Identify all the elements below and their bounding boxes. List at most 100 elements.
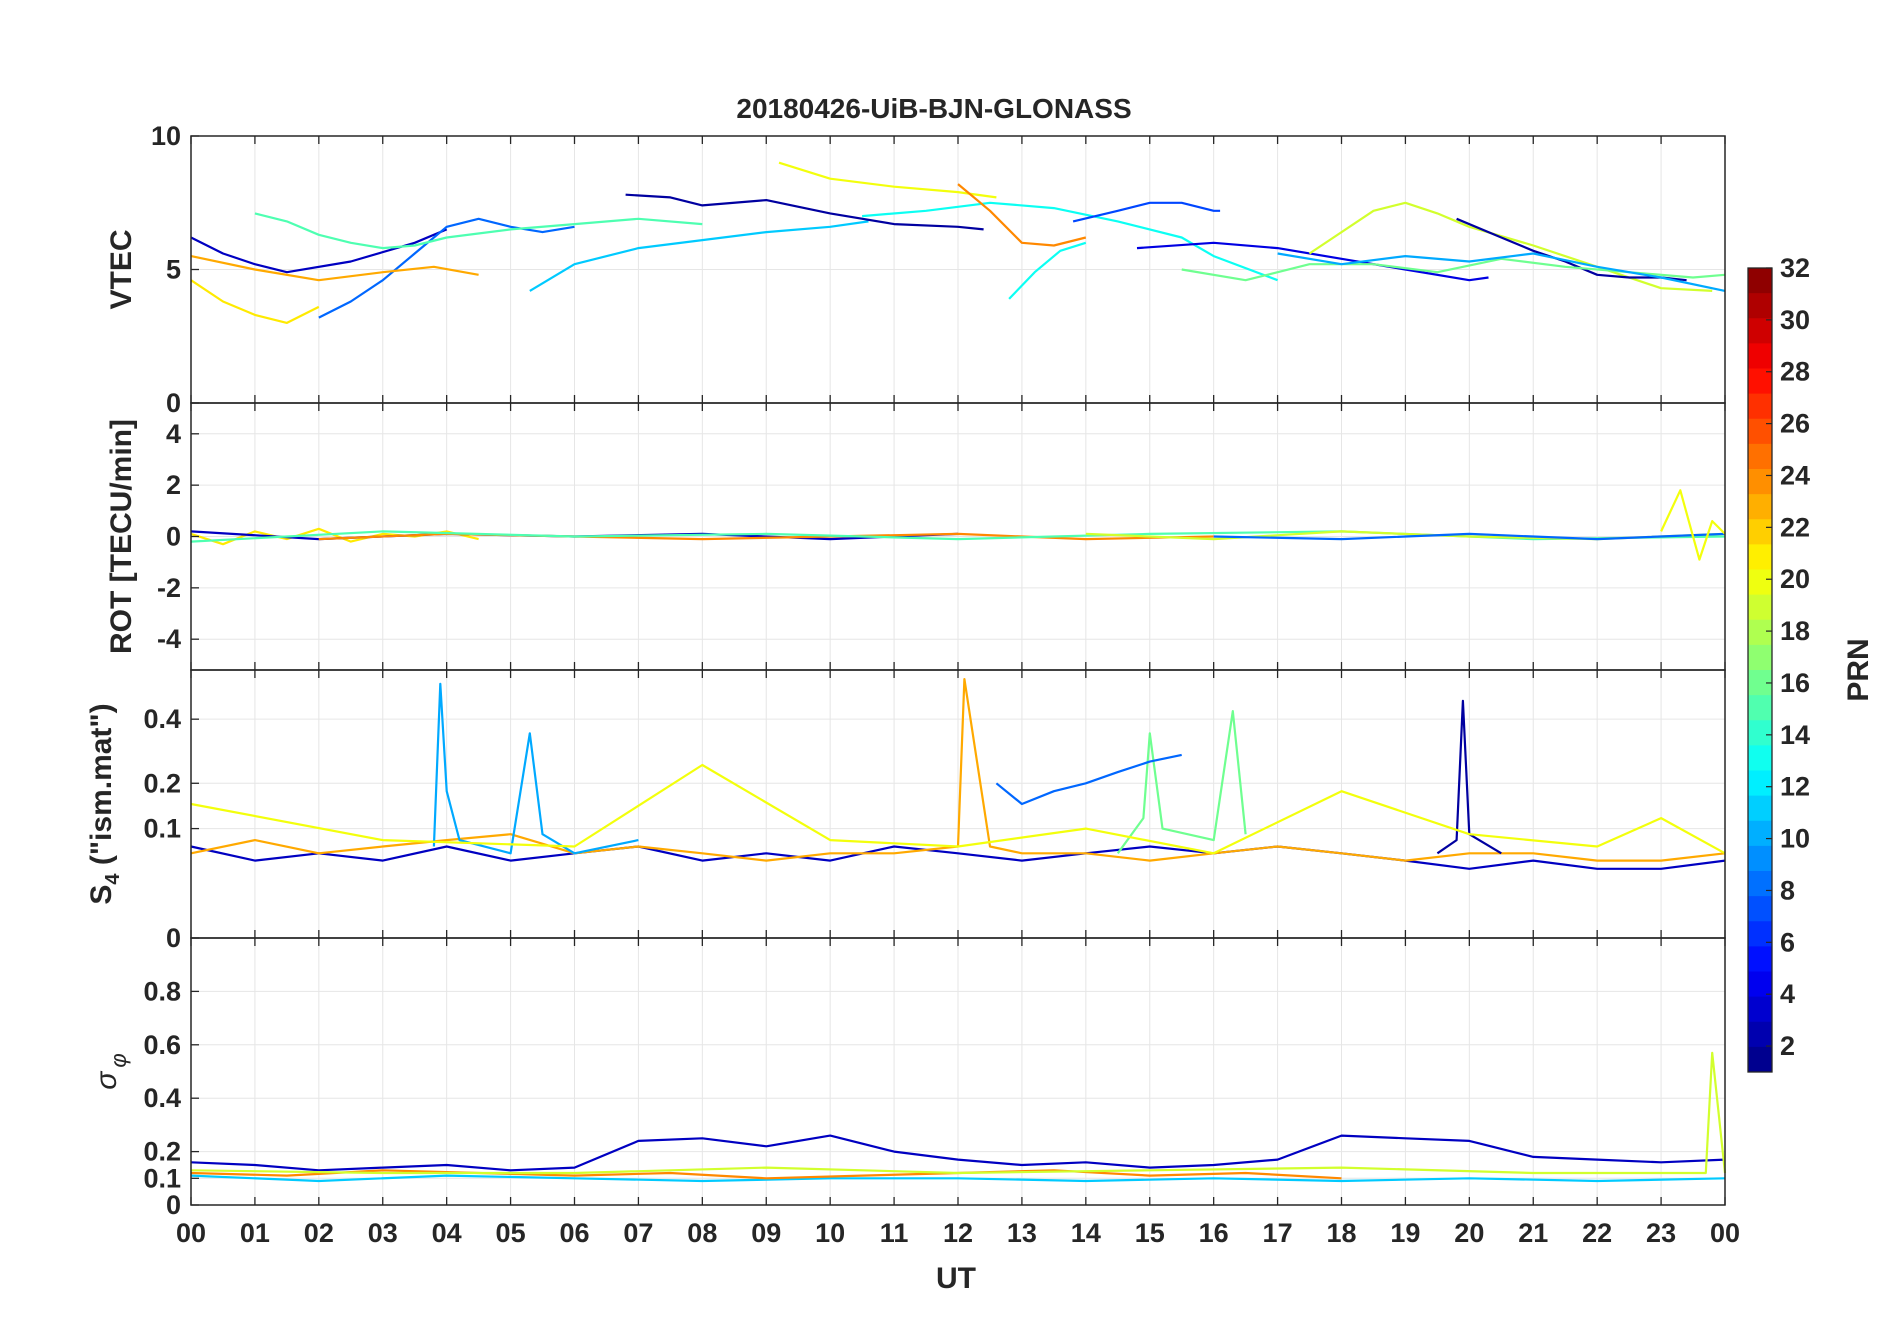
series-line-prn-24 [190,1169,1342,1180]
x-tick-label: 08 [687,1218,717,1248]
colorbar-segment [1748,820,1772,847]
y-tick-label: 10 [151,121,181,151]
x-tick-label: 13 [1007,1218,1037,1248]
panel-rot: -4 -2 0 2 4 ROT [TECU/min] [105,402,1726,671]
colorbar-segment [1748,770,1772,797]
colorbar-segment [1748,544,1772,570]
x-tick-label: 17 [1263,1218,1293,1248]
y-tick-label: 0 [166,388,181,418]
colorbar-segment [1748,946,1772,972]
series-line-prn-11 [529,220,869,292]
colorbar-tick-label: 12 [1780,772,1810,802]
y-tick-label: 0.2 [143,1137,181,1167]
x-tick-label: 21 [1518,1218,1548,1248]
x-axis: 00 01 02 03 04 05 06 07 08 09 10 11 12 13 14 15 16 17 18 19… [176,1218,1740,1248]
colorbar-segment [1748,368,1772,395]
colorbar-tick-label: 14 [1780,720,1810,750]
colorbar-tick-label: 32 [1780,253,1810,283]
panel-vtec: 0 5 10 VTEC [105,121,1726,418]
colorbar-segment [1748,494,1772,520]
y-tick-label: 5 [166,255,181,285]
y-tick-label: 0.1 [143,814,181,844]
series-line-prn-16 [1116,709,1247,854]
x-tick-label: 18 [1326,1218,1356,1248]
series-line-prn-2 [625,193,984,231]
x-tick-label: 14 [1071,1218,1101,1248]
colorbar-segment [1748,871,1772,897]
colorbar-segment [1748,644,1772,671]
x-tick-label: 09 [751,1218,781,1248]
series-line-prn-8 [318,217,575,319]
colorbar-segment [1748,896,1772,922]
colorbar-segment [1748,996,1772,1023]
y-tick-label: -4 [157,624,181,654]
x-tick-label: 00 [1710,1218,1740,1248]
x-tick-label: 16 [1199,1218,1229,1248]
colorbar-segment [1748,720,1772,746]
y-tick-label: 0.2 [143,768,181,798]
series-line-prn-19 [1308,201,1713,292]
colorbar-tick-label: 26 [1780,409,1810,439]
colorbar-segment [1748,293,1772,319]
y-tick-label: 0.4 [143,1083,181,1113]
colorbar-segment [1748,393,1772,420]
series-line-prn-13 [862,201,1278,282]
x-tick-label: 22 [1582,1218,1612,1248]
x-tick-label: 20 [1454,1218,1484,1248]
series-line-prn-24 [957,183,1087,247]
series-line-prn-3 [190,1134,1726,1172]
colorbar-tick-label: 8 [1780,875,1795,905]
colorbar-segment [1748,443,1772,470]
series-line-prn-13 [1008,241,1087,300]
y-axis-label: σφ [90,1053,131,1089]
y-tick-label: 4 [166,419,181,449]
series-line-prn-7 [1072,201,1221,223]
series-line-prn-8 [995,753,1182,806]
y-tick-label: 0.8 [143,976,181,1006]
series-line-prn-20 [190,763,1726,855]
colorbar-segment [1748,418,1772,445]
colorbar-segment [1748,745,1772,771]
y-axis-label: VTEC [105,229,138,309]
x-tick-label: 01 [240,1218,270,1248]
x-tick-label: 15 [1135,1218,1165,1248]
series-line-prn-8 [1213,532,1726,541]
x-axis-label: UT [936,1262,976,1295]
colorbar-tick-label: 30 [1780,305,1810,335]
colorbar-segment [1748,268,1772,294]
x-tick-label: 02 [304,1218,334,1248]
x-tick-label: 12 [943,1218,973,1248]
series-line-prn-4 [1136,241,1489,282]
colorbar-segment [1748,845,1772,872]
y-tick-label: -2 [157,573,181,603]
y-axis-label: S4 ("ism.mat") [85,703,124,904]
series-line-prn-19 [190,1051,1727,1175]
colorbar-tick-label: 24 [1780,460,1810,490]
colorbar-segment [1748,519,1772,545]
panel-sigma_phi: 00.10.2 0.4 0.6 0.8 σφ [90,937,1727,1220]
colorbar-tick-label: 6 [1780,927,1795,957]
series-line-prn-23 [190,255,479,282]
colorbar-segment [1748,469,1772,495]
colorbar-segment [1748,971,1772,998]
colorbar-frame [1747,267,1773,1073]
y-tick-label: 0 [166,522,181,552]
series-line-prn-2 [1436,699,1502,855]
y-tick-label: 0.6 [143,1030,181,1060]
colorbar-segment [1748,569,1772,596]
series-line-prn-16 [1181,257,1726,282]
colorbar-segment [1748,343,1772,369]
x-tick-label: 11 [880,1218,909,1248]
x-tick-label: 00 [176,1218,206,1248]
series-line-prn-15 [254,212,703,250]
x-tick-label: 23 [1646,1218,1676,1248]
x-tick-label: 07 [623,1218,653,1248]
colorbar-segment [1748,795,1772,822]
series-line-prn-23 [190,677,1726,862]
colorbar-label: PRN [1842,638,1875,701]
colorbar-segment [1748,619,1772,646]
